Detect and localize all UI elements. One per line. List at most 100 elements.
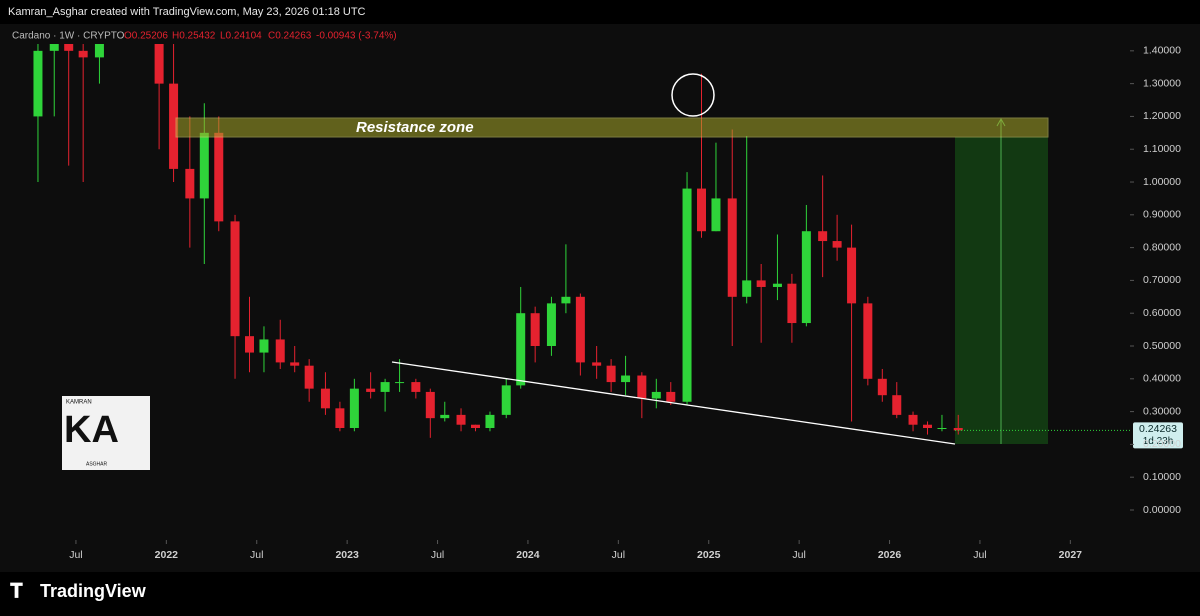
x-tick-label: Jul — [69, 549, 82, 561]
candle-body — [94, 44, 104, 58]
x-tick-label: 2026 — [878, 549, 902, 561]
candle-body — [230, 221, 240, 337]
candle-body — [411, 382, 421, 392]
x-tick-label: Jul — [612, 549, 625, 561]
candle-body — [832, 241, 842, 248]
candle-body — [259, 339, 269, 353]
candle-body — [185, 168, 195, 199]
candle-body — [818, 231, 828, 242]
legend: Cardano · 1W · CRYPTO O0.25206 H0.25432 … — [12, 31, 397, 42]
candle-body — [697, 188, 707, 232]
candle-body — [440, 414, 450, 419]
brand: TradingView — [40, 581, 147, 601]
candle-body — [756, 280, 766, 287]
watermark-logo: KA — [64, 409, 119, 451]
candle-body — [561, 296, 571, 304]
candle-body — [787, 283, 797, 324]
candle-body — [485, 414, 495, 428]
highlight-circle — [671, 73, 715, 117]
candle-body — [711, 198, 721, 232]
change: -0.00943 (-3.74%) — [316, 31, 397, 42]
y-tick-label: 0.40000 — [1143, 373, 1181, 385]
candle-body — [471, 424, 481, 428]
y-tick-label: 0.90000 — [1143, 209, 1181, 221]
zone-label: Resistance zone — [356, 119, 474, 136]
candle-body — [772, 283, 782, 287]
candle-body — [742, 280, 752, 297]
brand-mark: 𝐓 — [10, 580, 23, 602]
candle-body — [666, 391, 676, 402]
close: C0.24263 — [268, 31, 312, 42]
y-tick-label: 1.00000 — [1143, 176, 1181, 188]
high: H0.25432 — [172, 31, 216, 42]
candle-body — [304, 365, 314, 389]
last-price: 0.24263 — [1139, 423, 1177, 435]
candle-body — [892, 395, 902, 415]
countdown: 1d 23h — [1143, 436, 1174, 447]
candle-body — [516, 313, 526, 386]
x-tick-label: 2023 — [335, 549, 359, 561]
y-tick-label: 0.10000 — [1143, 471, 1181, 483]
symbol: Cardano · 1W · CRYPTO — [12, 31, 125, 42]
x-tick-label: 2024 — [516, 549, 540, 561]
candle-body — [33, 50, 43, 117]
y-tick-label: 1.10000 — [1143, 143, 1181, 155]
resistance-zone — [175, 117, 1049, 138]
candle-body — [908, 414, 918, 425]
candle-body — [651, 391, 661, 399]
candle-body — [169, 83, 179, 169]
candle-body — [366, 388, 376, 392]
candle-body — [592, 362, 602, 366]
y-tick-label: 1.40000 — [1143, 45, 1181, 57]
candle-body — [245, 336, 255, 353]
candle-body — [801, 231, 811, 324]
candle-body — [395, 382, 405, 384]
y-tick-label: 0.20000 — [1143, 438, 1181, 450]
y-tick-label: 1.30000 — [1143, 77, 1181, 89]
candle-body — [937, 427, 947, 429]
y-tick-label: 0.70000 — [1143, 274, 1181, 286]
candle-body — [575, 296, 585, 363]
y-tick-label: 0.00000 — [1143, 504, 1181, 516]
open: O0.25206 — [124, 31, 168, 42]
candle-body — [425, 391, 435, 419]
candle-body — [637, 375, 647, 399]
candle-body — [199, 132, 209, 199]
candle-body — [320, 388, 330, 409]
y-tick-label: 0.60000 — [1143, 307, 1181, 319]
candle-body — [290, 362, 300, 366]
x-tick-label: 2027 — [1059, 549, 1083, 561]
y-tick-label: 0.30000 — [1143, 405, 1181, 417]
candle-body — [546, 303, 556, 347]
candle-body — [275, 339, 285, 363]
candle-body — [621, 375, 631, 383]
candle-body — [49, 44, 59, 51]
x-tick-label: 2022 — [155, 549, 179, 561]
candle-body — [847, 247, 857, 304]
watermark-bottom: ASGHAR — [86, 461, 108, 467]
watermark: KAMRAN KA ASGHAR — [62, 396, 150, 470]
credit: Kamran_Asghar created with TradingView.c… — [8, 6, 366, 18]
watermark-top: KAMRAN — [66, 400, 92, 406]
candle-body — [349, 388, 359, 428]
candle-body — [727, 198, 737, 297]
candle-body — [923, 424, 933, 428]
candle-body — [214, 132, 224, 222]
candles — [33, 44, 963, 438]
y-tick-label: 0.50000 — [1143, 340, 1181, 352]
candle-body — [154, 44, 164, 84]
watermark-box — [62, 396, 150, 470]
y-tick-label: 0.80000 — [1143, 241, 1181, 253]
candle-body — [953, 427, 963, 431]
price-tag — [1133, 422, 1183, 449]
x-tick-label: Jul — [250, 549, 263, 561]
y-tick-label: 1.20000 — [1143, 110, 1181, 122]
candle-body — [530, 313, 540, 347]
candle-body — [78, 50, 88, 58]
x-tick-label: Jul — [792, 549, 805, 561]
candle-body — [606, 365, 616, 383]
x-tick-label: Jul — [973, 549, 986, 561]
trendline — [391, 361, 956, 445]
